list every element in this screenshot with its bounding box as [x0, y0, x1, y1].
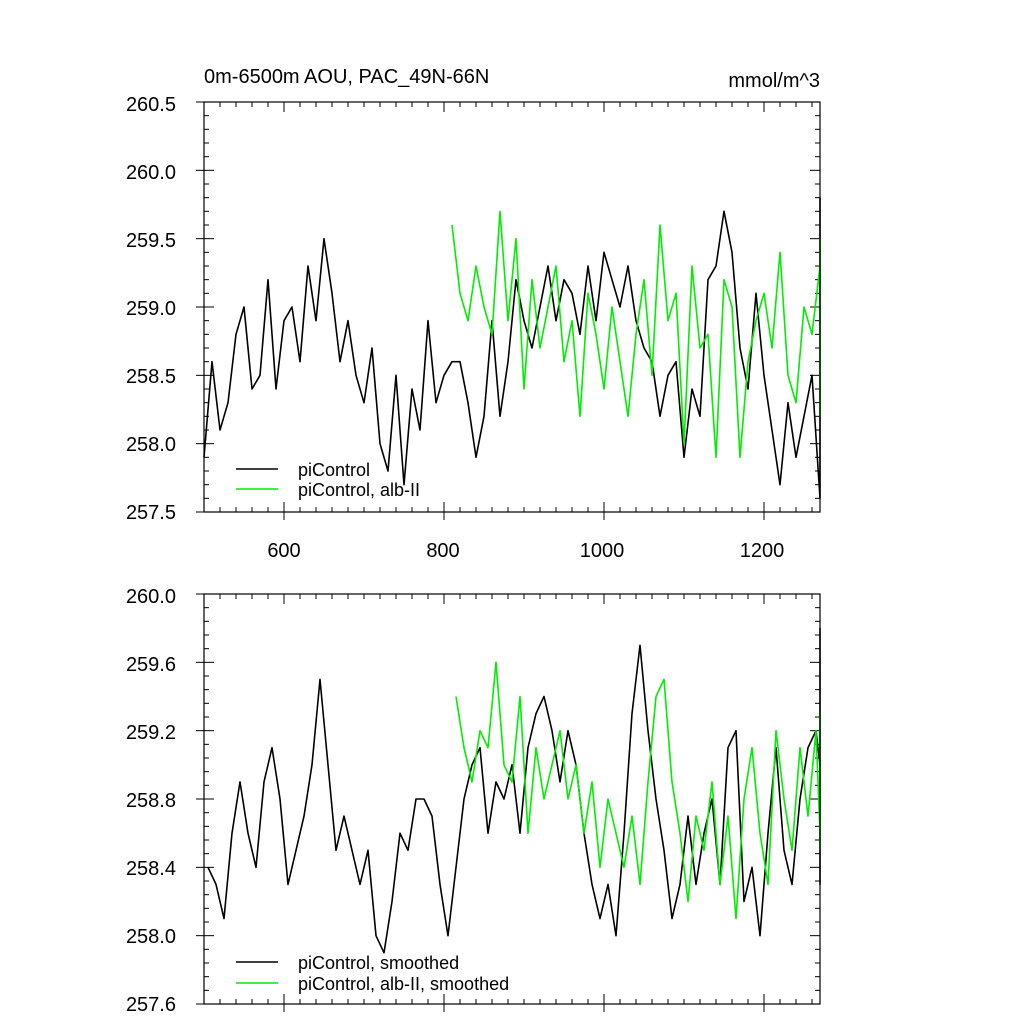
legend-label-piControl-smoothed: piControl, smoothed: [298, 953, 459, 973]
top-series-line-piControl: [203, 196, 821, 500]
bottom-y-tick-label: 258.4: [126, 858, 176, 880]
bottom-series-line-piControl-alb-II-smoothed: [455, 661, 821, 920]
top-x-tick-label: 800: [426, 540, 459, 562]
bottom-plot-frame: [203, 593, 821, 1005]
top-panel-units: mmol/m^3: [728, 70, 820, 92]
top-x-tick-label: 600: [267, 540, 300, 562]
top-y-tick-label: 258.5: [126, 366, 176, 388]
top-y-tick-label: 258.0: [126, 434, 176, 456]
bottom-series-line-piControl-smoothed: [207, 627, 821, 954]
legend-label-piControl: piControl: [298, 460, 370, 480]
bottom-y-tick-label: 260.0: [126, 586, 176, 608]
top-x-tick-label: 1200: [740, 540, 785, 562]
top-y-tick-label: 260.0: [126, 162, 176, 184]
bottom-y-tick-label: 258.8: [126, 790, 176, 812]
top-y-tick-label: 257.5: [126, 502, 176, 524]
top-panel: 0m-6500m AOU, PAC_49N-66N mmol/m^3 260.5…: [126, 66, 821, 562]
bottom-legend: piControl, smoothed piControl, alb-II, s…: [236, 953, 509, 994]
legend-label-piControl-alb-II: piControl, alb-II: [298, 480, 420, 500]
top-legend: piControl piControl, alb-II: [236, 460, 420, 500]
bottom-y-tick-label: 259.6: [126, 654, 176, 676]
bottom-y-tick-label: 259.2: [126, 722, 176, 744]
top-panel-title: 0m-6500m AOU, PAC_49N-66N: [204, 66, 489, 88]
top-y-tick-label: 259.0: [126, 298, 176, 320]
bottom-grid-ticks: [196, 593, 820, 1012]
top-plot-frame: [203, 101, 821, 513]
top-y-tick-label: 260.5: [126, 94, 176, 116]
top-series-line-piControl-alb-II: [451, 210, 821, 459]
bottom-y-tick-label: 258.0: [126, 926, 176, 948]
bottom-y-tick-label: 257.6: [126, 994, 176, 1016]
bottom-panel: 260.0 259.6 259.2 258.8 258.4 258.0 257.…: [126, 586, 821, 1016]
top-y-tick-label: 259.5: [126, 230, 176, 252]
top-x-tick-label: 1000: [580, 540, 625, 562]
legend-label-piControl-alb-II-smoothed: piControl, alb-II, smoothed: [298, 974, 509, 994]
